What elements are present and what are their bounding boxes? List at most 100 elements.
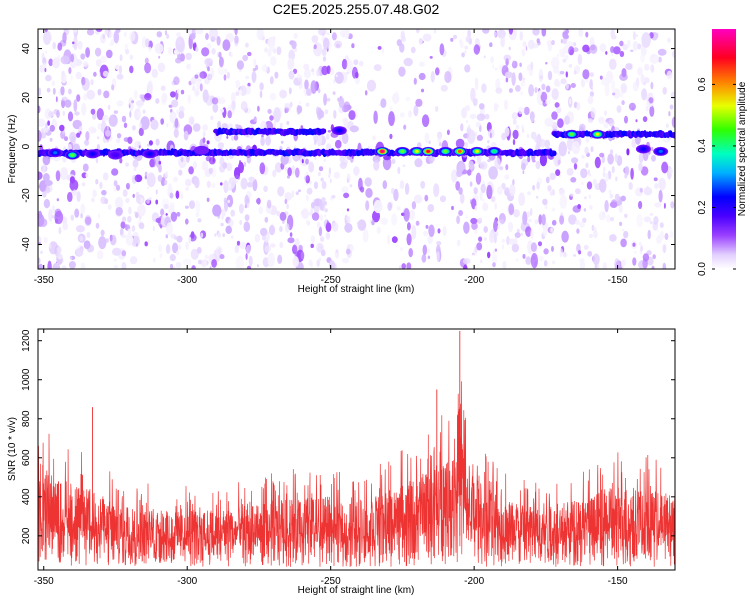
spectrogram-cell [577,54,583,65]
spectrogram-cell [604,200,609,213]
spectrogram-cell [167,191,171,196]
spectrogram-cell [166,222,173,235]
spectrogram-cell [464,64,471,73]
spectrogram-cell [613,88,621,99]
spectrogram-cell [155,199,158,205]
spectrogram-cell [620,238,627,248]
spectrogram-cell [313,134,319,142]
spectrogram-cell [274,71,279,79]
spectrogram-cell [602,171,606,178]
spectrogram-cell [541,29,547,37]
spectrogram-cell [456,215,460,224]
spectrogram-cell [91,197,95,203]
spectrogram-cell [512,179,515,186]
spectrogram-cell [411,225,417,240]
spectrogram-cell [144,171,148,176]
spectrogram-cell [163,203,169,210]
spectrogram-cell [195,29,204,35]
snr-x-label: Height of straight line (km) [298,585,415,596]
spectrogram-cell [255,64,259,71]
spectrogram-cell [608,189,612,195]
spectrogram-cell [505,58,509,66]
spectrogram-cell [661,161,669,174]
spectrogram-cell [49,124,55,132]
spectrogram-cell [178,244,182,251]
spectrogram-cell [277,254,283,264]
spectrogram-cell [561,52,566,58]
spectrogram-cell [321,181,327,190]
spectrogram-cell [291,190,295,198]
spectrogram-cell [457,239,461,247]
spectrogram-cell [588,173,592,177]
spectrogram-cell [204,58,214,66]
spectrogram-cell [393,188,399,202]
spectrogram-cell [313,42,323,57]
spectrogram-cell [173,128,179,138]
spectrogram-cell [164,30,168,36]
spectrogram-cell [77,40,83,50]
spectrogram-cell [289,232,293,237]
spectrogram-cell [511,72,516,86]
spectrogram-cell [602,211,605,217]
spectrogram-cell [219,56,224,68]
spectrogram-cell [234,35,239,44]
spectrogram-cell [573,70,577,75]
spectrogram-cell [48,58,53,67]
spectrogram-cell [217,66,226,76]
spectrogram-cell [424,194,429,202]
spectrogram-cell [166,33,170,39]
spectrogram-cell [504,127,510,137]
spectrogram-cell [119,54,123,62]
spectrogram-cell [138,145,141,149]
spectrogram-cell [238,242,248,249]
spectrogram-cell [670,91,675,99]
spectrogram-cell [80,53,86,60]
spectrogram-cell [520,232,524,236]
spectrogram-cell [267,36,276,49]
spectrogram-cell [507,221,514,233]
spectrogram-cell [332,91,336,95]
spectrogram-cell [651,265,655,269]
spectrogram-cell [220,182,223,186]
spectrogram-cell [121,261,127,269]
spectrogram-peak [426,149,431,153]
spectrogram-cell [165,213,168,216]
spectrogram-cell [475,121,481,128]
spectrogram-cell [187,29,192,36]
spectrogram-cell [38,171,43,180]
spectrogram-cell [185,218,189,225]
spectrogram-cell [248,176,255,182]
spectrogram-cell [632,257,637,266]
spectrogram-cell [570,177,577,183]
spectrogram-cell [244,161,246,167]
spectrogram-cell [514,232,521,239]
spectrogram-cell [529,111,535,122]
spectrogram-cell [473,187,478,195]
spectrogram-cell [247,244,251,252]
spectrogram-cell [466,129,476,144]
spectrogram-cell [543,248,549,255]
spectrogram-cell [526,65,530,72]
spectrogram-cell [83,240,91,249]
spectrogram-cell [546,40,551,47]
spectrogram-cell [619,40,624,47]
spectrogram-cell [642,116,648,122]
spectrogram-cell [519,62,522,67]
spectrogram-cell [102,172,109,181]
spectrogram-cell [175,57,182,64]
spectrogram-cell [206,197,210,202]
spectrogram-cell [121,250,127,257]
spectrogram-cell [286,203,289,210]
spectrogram-cell [427,235,434,244]
spectrogram-cell [245,197,250,205]
spectrogram-cell [387,202,393,211]
spectrogram-cell [568,151,570,155]
spectrogram-cell [489,42,493,47]
spectrogram-cell [82,61,89,67]
spectrogram-cell [288,87,292,95]
spectrogram-cell [279,241,284,249]
spectrogram-cell [52,41,56,50]
spectrogram-cell [129,31,136,42]
spectrogram-cell [463,264,468,269]
spectrogram-cell [155,154,161,168]
